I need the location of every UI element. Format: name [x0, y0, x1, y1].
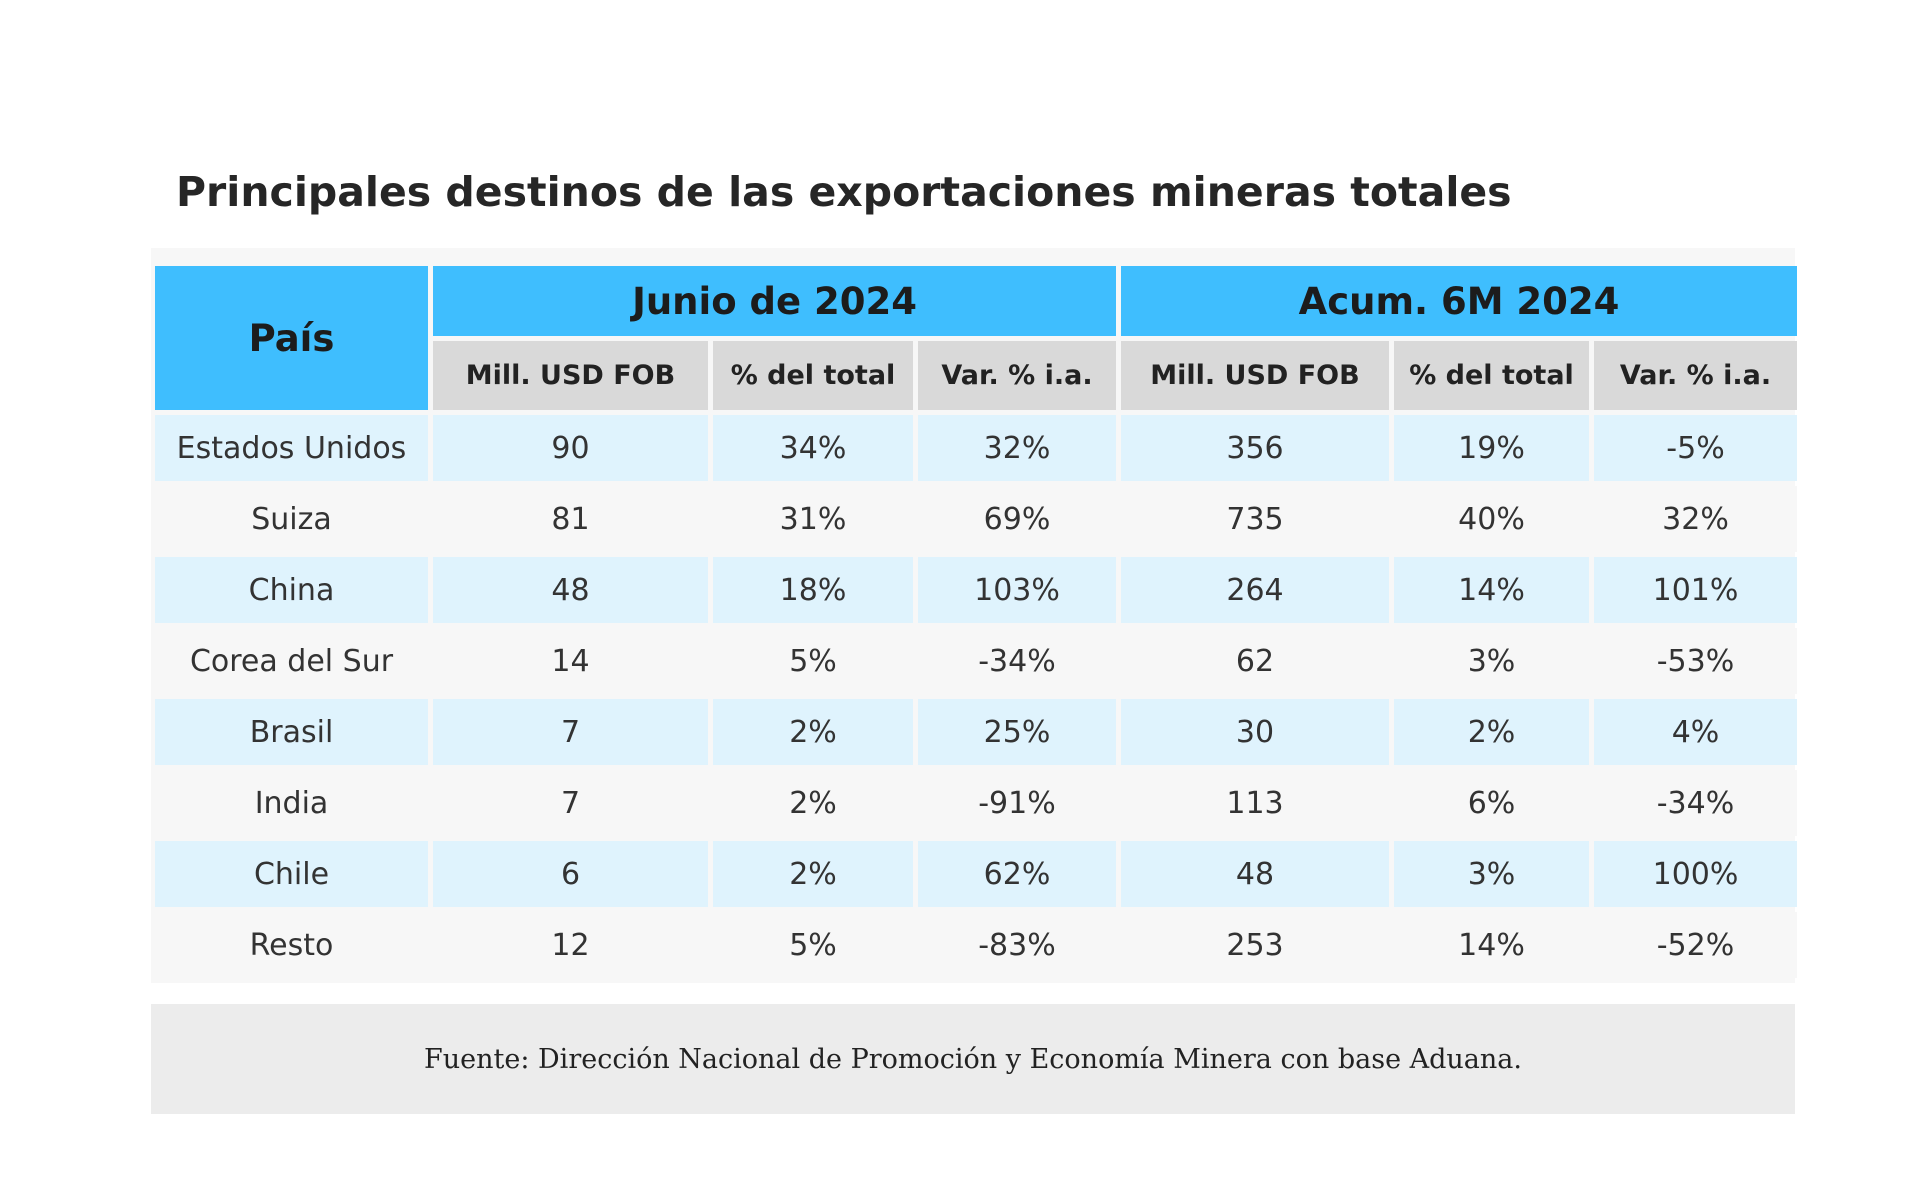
table-row: Suiza 81 31% 69% 735 40% 32%	[155, 486, 1797, 552]
value-cell: 253	[1121, 912, 1389, 978]
value-cell: 14%	[1394, 912, 1589, 978]
group-header-june: Junio de 2024	[433, 266, 1116, 336]
value-cell: 6	[433, 841, 708, 907]
value-cell: 2%	[713, 770, 913, 836]
country-cell: Chile	[155, 841, 428, 907]
value-cell: 14%	[1394, 557, 1589, 623]
value-cell: 12	[433, 912, 708, 978]
value-cell: -5%	[1594, 415, 1797, 481]
column-header: Var. % i.a.	[1594, 341, 1797, 410]
value-cell: 90	[433, 415, 708, 481]
value-cell: -53%	[1594, 628, 1797, 694]
value-cell: 32%	[918, 415, 1116, 481]
value-cell: 2%	[713, 841, 913, 907]
column-header: Mill. USD FOB	[1121, 341, 1389, 410]
value-cell: 62	[1121, 628, 1389, 694]
value-cell: 2%	[713, 699, 913, 765]
country-cell: Brasil	[155, 699, 428, 765]
source-text: Fuente: Dirección Nacional de Promoción …	[424, 1043, 1522, 1075]
column-header-country: País	[155, 266, 428, 410]
table-row: India 7 2% -91% 113 6% -34%	[155, 770, 1797, 836]
country-cell: China	[155, 557, 428, 623]
table-row: China 48 18% 103% 264 14% 101%	[155, 557, 1797, 623]
value-cell: 7	[433, 770, 708, 836]
country-cell: Corea del Sur	[155, 628, 428, 694]
data-table-container: País Junio de 2024 Acum. 6M 2024 Mill. U…	[151, 248, 1797, 983]
header-row-columns: Mill. USD FOB % del total Var. % i.a. Mi…	[155, 341, 1797, 410]
column-header: Var. % i.a.	[918, 341, 1116, 410]
column-header: Mill. USD FOB	[433, 341, 708, 410]
table-row: Estados Unidos 90 34% 32% 356 19% -5%	[155, 415, 1797, 481]
exports-table: País Junio de 2024 Acum. 6M 2024 Mill. U…	[150, 261, 1802, 983]
value-cell: 14	[433, 628, 708, 694]
table-row: Resto 12 5% -83% 253 14% -52%	[155, 912, 1797, 978]
value-cell: 81	[433, 486, 708, 552]
column-header: % del total	[713, 341, 913, 410]
value-cell: 5%	[713, 912, 913, 978]
value-cell: 735	[1121, 486, 1389, 552]
value-cell: -34%	[918, 628, 1116, 694]
country-cell: India	[155, 770, 428, 836]
value-cell: 30	[1121, 699, 1389, 765]
value-cell: 3%	[1394, 841, 1589, 907]
value-cell: 48	[433, 557, 708, 623]
table-row: Corea del Sur 14 5% -34% 62 3% -53%	[155, 628, 1797, 694]
value-cell: 3%	[1394, 628, 1589, 694]
value-cell: 48	[1121, 841, 1389, 907]
country-cell: Suiza	[155, 486, 428, 552]
value-cell: 356	[1121, 415, 1389, 481]
value-cell: 7	[433, 699, 708, 765]
table-body: Estados Unidos 90 34% 32% 356 19% -5% Suiza 81 31…	[155, 415, 1797, 978]
value-cell: 5%	[713, 628, 913, 694]
value-cell: 18%	[713, 557, 913, 623]
value-cell: 101%	[1594, 557, 1797, 623]
value-cell: 113	[1121, 770, 1389, 836]
value-cell: -91%	[918, 770, 1116, 836]
header-row-groups: País Junio de 2024 Acum. 6M 2024	[155, 266, 1797, 410]
value-cell: 25%	[918, 699, 1116, 765]
table-row: Chile 6 2% 62% 48 3% 100%	[155, 841, 1797, 907]
value-cell: 103%	[918, 557, 1116, 623]
column-header: % del total	[1394, 341, 1589, 410]
value-cell: -83%	[918, 912, 1116, 978]
country-cell: Resto	[155, 912, 428, 978]
value-cell: 264	[1121, 557, 1389, 623]
table-row: Brasil 7 2% 25% 30 2% 4%	[155, 699, 1797, 765]
value-cell: 40%	[1394, 486, 1589, 552]
value-cell: -34%	[1594, 770, 1797, 836]
value-cell: 2%	[1394, 699, 1589, 765]
value-cell: 62%	[918, 841, 1116, 907]
group-header-accumulated: Acum. 6M 2024	[1121, 266, 1797, 336]
source-note: Fuente: Dirección Nacional de Promoción …	[151, 1004, 1795, 1114]
value-cell: 4%	[1594, 699, 1797, 765]
value-cell: 6%	[1394, 770, 1589, 836]
value-cell: 100%	[1594, 841, 1797, 907]
value-cell: 69%	[918, 486, 1116, 552]
value-cell: 34%	[713, 415, 913, 481]
value-cell: 31%	[713, 486, 913, 552]
value-cell: -52%	[1594, 912, 1797, 978]
value-cell: 32%	[1594, 486, 1797, 552]
table-title: Principales destinos de las exportacione…	[176, 168, 1512, 216]
value-cell: 19%	[1394, 415, 1589, 481]
country-cell: Estados Unidos	[155, 415, 428, 481]
